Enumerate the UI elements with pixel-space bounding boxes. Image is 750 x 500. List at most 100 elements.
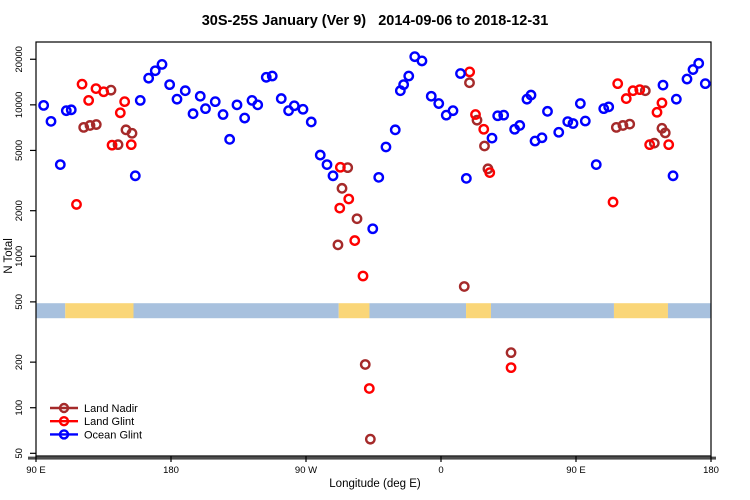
data-point-ocean-glint: [171, 93, 183, 105]
surface-band-ocean: [369, 303, 467, 319]
data-point-land-nadir: [639, 85, 651, 97]
legend-marker: [58, 429, 70, 440]
y-tick-label: 1000: [14, 246, 25, 267]
data-point-ocean-glint: [60, 105, 72, 117]
data-point-ocean-glint: [536, 132, 548, 144]
data-point-land-glint: [634, 84, 646, 96]
data-point-land-glint: [612, 78, 624, 90]
data-point-land-nadir: [479, 140, 490, 152]
data-point-land-glint: [607, 196, 619, 208]
data-point-ocean-glint: [252, 99, 264, 111]
data-point-ocean-glint: [425, 90, 437, 102]
data-point-land-glint: [464, 66, 476, 78]
data-point-ocean-glint: [231, 99, 243, 111]
data-point-ocean-glint: [447, 105, 459, 117]
data-point-land-glint: [119, 96, 131, 108]
data-point-ocean-glint: [657, 79, 669, 91]
data-point-ocean-glint: [380, 141, 392, 153]
data-point-ocean-glint: [455, 68, 466, 79]
data-point-land-nadir: [659, 127, 671, 139]
data-point-ocean-glint: [389, 124, 401, 136]
data-point-land-glint: [334, 202, 346, 214]
data-point-land-nadir: [351, 213, 363, 225]
surface-band-ocean: [667, 303, 711, 319]
data-point-land-glint: [644, 139, 656, 151]
data-point-land-nadir: [471, 114, 483, 126]
data-point-land-glint: [363, 383, 375, 394]
data-point-ocean-glint: [403, 70, 415, 82]
data-point-land-nadir: [610, 121, 622, 133]
surface-band-land: [338, 303, 370, 319]
data-point-ocean-glint: [266, 70, 278, 82]
data-point-land-nadir: [464, 77, 475, 89]
data-point-ocean-glint: [179, 85, 191, 97]
legend-label: Land Glint: [84, 416, 134, 428]
legend-label: Ocean Glint: [84, 429, 142, 441]
data-point-ocean-glint: [314, 149, 326, 161]
data-point-ocean-glint: [367, 223, 379, 235]
surface-band-land: [613, 303, 668, 319]
x-tick-label: 90 W: [295, 465, 317, 476]
data-point-land-nadir: [505, 347, 517, 359]
x-tick-label: 90 E: [566, 465, 586, 476]
data-point-ocean-glint: [492, 110, 504, 122]
data-point-ocean-glint: [514, 120, 526, 131]
data-point-land-glint: [484, 167, 496, 178]
data-point-ocean-glint: [416, 55, 428, 67]
data-point-land-nadir: [112, 139, 124, 151]
y-tick-label: 2000: [14, 200, 25, 221]
data-point-land-glint: [656, 97, 668, 109]
data-point-ocean-glint: [134, 94, 146, 106]
data-point-land-glint: [349, 235, 361, 246]
data-point-ocean-glint: [149, 65, 161, 77]
data-point-ocean-glint: [45, 115, 57, 127]
data-point-land-nadir: [458, 281, 470, 292]
x-axis-label: Longitude (deg E): [329, 478, 421, 490]
data-point-ocean-glint: [693, 57, 705, 69]
x-tick-label: 180: [703, 465, 719, 476]
data-point-land-glint: [76, 78, 88, 90]
data-point-ocean-glint: [574, 98, 586, 109]
data-point-ocean-glint: [239, 112, 251, 124]
data-point-ocean-glint: [670, 93, 682, 105]
y-tick-label: 200: [14, 354, 25, 370]
data-point-land-nadir: [336, 182, 348, 194]
bottom-rule: [28, 456, 716, 460]
data-point-ocean-glint: [164, 79, 176, 91]
data-point-ocean-glint: [579, 115, 591, 127]
data-point-land-glint: [505, 362, 517, 374]
data-point-ocean-glint: [562, 116, 574, 128]
data-point-ocean-glint: [460, 172, 472, 184]
data-point-ocean-glint: [327, 170, 339, 182]
y-tick-label: 500: [14, 294, 25, 310]
x-tick-label: 0: [438, 465, 443, 476]
data-point-land-glint: [470, 109, 481, 120]
data-point-ocean-glint: [567, 118, 579, 129]
surface-band-ocean: [490, 303, 614, 319]
data-point-ocean-glint: [373, 171, 385, 183]
surface-band-ocean: [36, 303, 66, 319]
surface-band-land: [65, 303, 134, 319]
data-point-land-glint: [651, 106, 663, 118]
legend-marker: [58, 402, 70, 414]
data-point-ocean-glint: [667, 170, 679, 182]
data-point-land-nadir: [624, 118, 636, 130]
x-tick-label: 180: [163, 465, 179, 476]
plot-border: [35, 41, 712, 457]
data-point-land-glint: [334, 161, 346, 173]
data-point-ocean-glint: [187, 108, 199, 120]
data-point-land-glint: [663, 139, 675, 151]
data-point-land-nadir: [90, 119, 102, 130]
data-point-land-glint: [71, 199, 82, 210]
data-point-ocean-glint: [590, 159, 602, 171]
legend-marker: [58, 416, 70, 427]
data-point-land-nadir: [364, 433, 376, 445]
data-point-ocean-glint: [305, 116, 317, 128]
data-point-land-nadir: [78, 121, 90, 133]
data-point-ocean-glint: [297, 103, 309, 115]
data-point-ocean-glint: [687, 64, 699, 75]
data-point-land-glint: [357, 270, 369, 282]
data-point-land-nadir: [84, 120, 96, 131]
data-point-ocean-glint: [681, 73, 693, 85]
